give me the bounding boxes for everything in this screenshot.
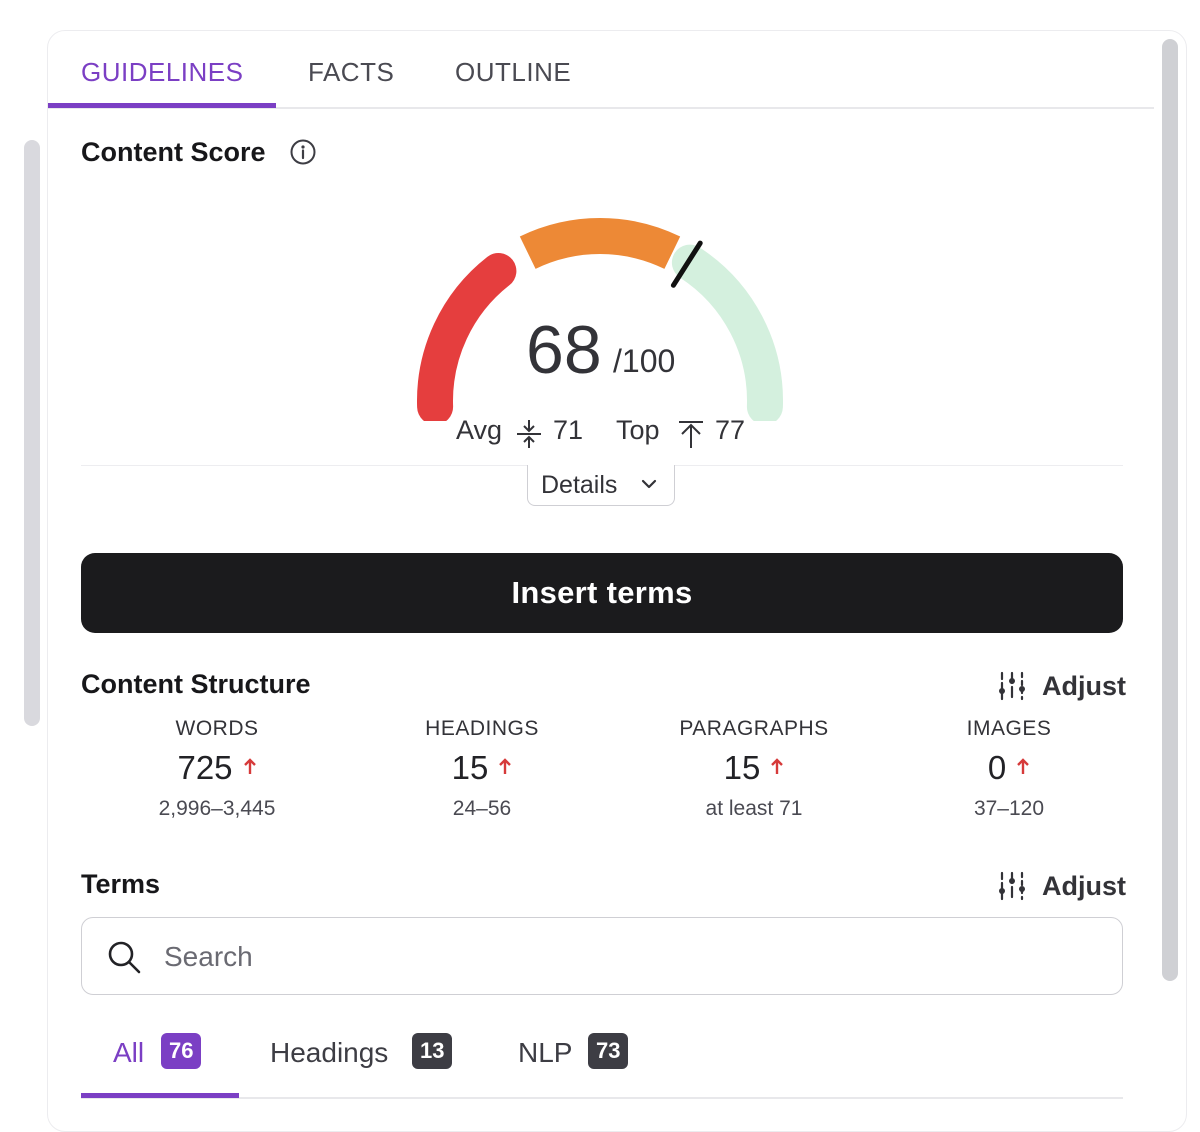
insert-terms-button[interactable]: Insert terms bbox=[81, 553, 1123, 633]
insert-terms-label: Insert terms bbox=[511, 575, 693, 610]
content-structure-title: Content Structure bbox=[81, 669, 311, 699]
tab-guidelines[interactable]: GUIDELINES bbox=[81, 57, 244, 87]
terms-adjust-button[interactable]: Adjust bbox=[998, 869, 1126, 905]
metric-label: HEADINGS bbox=[425, 717, 539, 740]
score-max: /100 bbox=[613, 343, 676, 379]
arrow-up-icon bbox=[243, 758, 256, 774]
tab-facts[interactable]: FACTS bbox=[308, 57, 395, 87]
collapse-arrows-icon bbox=[517, 420, 541, 448]
metric-range: 37–120 bbox=[973, 797, 1045, 820]
metric-paragraphs: PARAGRAPHS 15 at least 71 bbox=[644, 717, 864, 821]
content-score-title: Content Score bbox=[81, 137, 266, 167]
count-badge: 73 bbox=[588, 1033, 629, 1069]
score-value: 68 bbox=[526, 312, 602, 388]
panel-scrollbar[interactable] bbox=[1162, 39, 1178, 981]
count-badge: 76 bbox=[161, 1033, 202, 1069]
tab-outline[interactable]: OUTLINE bbox=[455, 57, 572, 87]
sliders-icon bbox=[999, 871, 1025, 901]
arrow-up-icon bbox=[499, 758, 512, 774]
guidelines-panel: GUIDELINES FACTS OUTLINE Content Score 6… bbox=[47, 30, 1187, 1132]
count-badge: 13 bbox=[412, 1033, 453, 1069]
subtab-label: NLP bbox=[518, 1037, 573, 1068]
chevron-down-icon bbox=[641, 479, 657, 489]
terms-subtabs: All 76 Headings 13 NLP 73 bbox=[81, 1019, 1123, 1099]
metric-label: WORDS bbox=[175, 717, 259, 740]
active-subtab-indicator bbox=[81, 1093, 239, 1098]
details-button[interactable]: Details bbox=[527, 465, 675, 506]
gauge-needle bbox=[670, 240, 703, 288]
metric-range: 24–56 bbox=[452, 797, 512, 820]
search-icon bbox=[108, 941, 141, 974]
avg-label: Avg bbox=[456, 415, 503, 445]
arrow-up-icon bbox=[771, 758, 784, 774]
gauge-segment-mid bbox=[519, 218, 681, 270]
metric-value-row: 725 bbox=[107, 749, 327, 793]
gauge-segment-low bbox=[417, 253, 517, 421]
metric-value: 15 bbox=[451, 749, 489, 786]
structure-adjust-label: Adjust bbox=[1042, 671, 1126, 701]
metric-value-row: 0 bbox=[899, 749, 1119, 793]
arrow-to-top-icon bbox=[679, 421, 703, 448]
top-value: 77 bbox=[715, 415, 746, 445]
metric-headings: HEADINGS 15 24–56 bbox=[372, 717, 592, 821]
terms-adjust-label: Adjust bbox=[1042, 871, 1126, 901]
metric-range: 2,996–3,445 bbox=[158, 797, 276, 820]
details-label: Details bbox=[541, 471, 618, 499]
metric-label: PARAGRAPHS bbox=[679, 717, 829, 740]
avg-value: 71 bbox=[553, 415, 584, 445]
score-gauge bbox=[417, 218, 783, 421]
terms-search-input[interactable] bbox=[162, 936, 1066, 978]
gauge-segment-high bbox=[671, 244, 783, 421]
sliders-icon bbox=[999, 671, 1025, 701]
metric-value: 15 bbox=[723, 749, 761, 786]
panel-tabs: GUIDELINES FACTS OUTLINE bbox=[48, 31, 1154, 109]
metric-range: at least 71 bbox=[705, 797, 803, 820]
terms-title: Terms bbox=[81, 869, 161, 899]
structure-adjust-button[interactable]: Adjust bbox=[998, 669, 1126, 705]
info-icon[interactable] bbox=[290, 139, 316, 165]
active-tab-indicator bbox=[48, 103, 276, 108]
metric-value: 0 bbox=[987, 749, 1007, 786]
metric-images: IMAGES 0 37–120 bbox=[899, 717, 1119, 821]
metric-words: WORDS 725 2,996–3,445 bbox=[107, 717, 327, 821]
arrow-up-icon bbox=[1017, 758, 1030, 774]
outer-scrollbar[interactable] bbox=[24, 140, 40, 726]
metric-value-row: 15 bbox=[372, 749, 592, 793]
metric-value: 725 bbox=[177, 749, 233, 786]
terms-search-box[interactable] bbox=[81, 917, 1123, 995]
metric-label: IMAGES bbox=[966, 717, 1052, 740]
metric-value-row: 15 bbox=[644, 749, 864, 793]
subtab-label: All bbox=[113, 1037, 145, 1068]
top-label: Top bbox=[616, 415, 660, 445]
subtab-label: Headings bbox=[270, 1037, 389, 1068]
